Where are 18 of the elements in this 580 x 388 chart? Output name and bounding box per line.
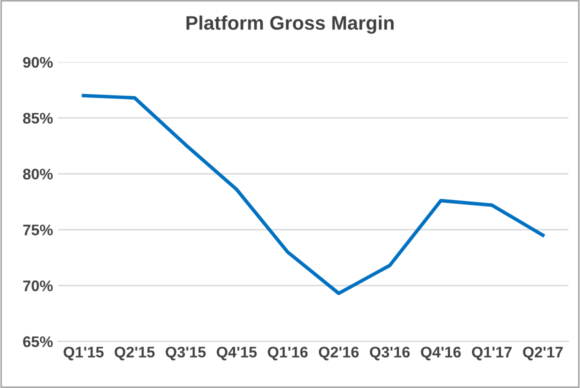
x-tick-label: Q1'15: [64, 346, 104, 360]
x-tick-label: Q2'17: [523, 346, 563, 360]
y-tick-label: 85%: [23, 112, 53, 124]
y-tick-label: 80%: [23, 168, 53, 180]
y-tick-label: 75%: [23, 224, 53, 236]
x-tick-label: Q4'15: [216, 346, 257, 360]
chart-title: Platform Gross Margin: [186, 16, 394, 34]
y-tick-label: 70%: [23, 280, 53, 292]
x-tick-label: Q1'17: [472, 346, 512, 360]
x-tick-label: Q3'15: [166, 346, 206, 360]
line-series: [82, 94, 545, 296]
y-tick-label: 65%: [23, 336, 53, 348]
x-tick-label: Q4'16: [420, 346, 461, 360]
x-tick-label: Q2'16: [318, 346, 359, 360]
y-tick-label: 90%: [23, 56, 53, 68]
x-tick-label: Q1'16: [268, 346, 308, 360]
x-tick-label: Q2'15: [114, 346, 155, 360]
x-tick-label: Q3'16: [370, 346, 410, 360]
